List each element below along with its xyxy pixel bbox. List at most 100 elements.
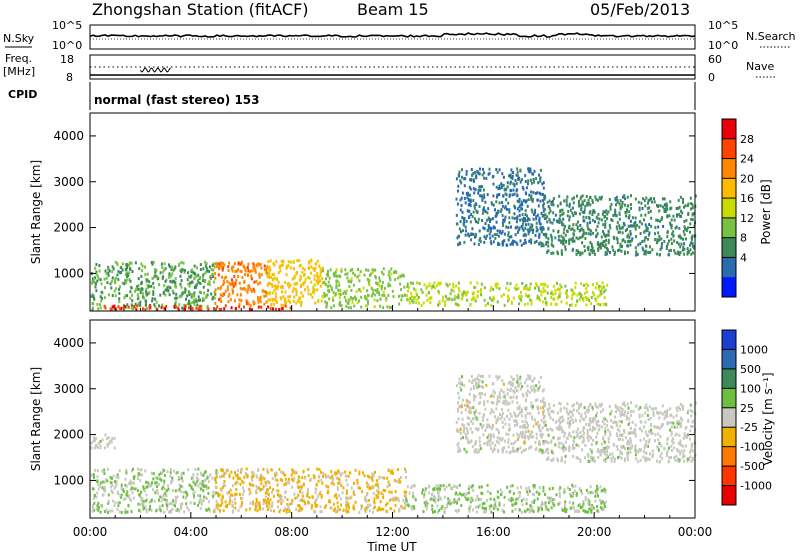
data-cell bbox=[108, 293, 110, 297]
data-cell bbox=[164, 279, 167, 283]
data-cell bbox=[316, 259, 319, 263]
data-cell bbox=[494, 236, 497, 240]
data-cell bbox=[482, 188, 485, 192]
data-cell bbox=[275, 299, 278, 303]
data-cell bbox=[296, 271, 298, 274]
data-cell bbox=[519, 425, 522, 429]
data-cell bbox=[260, 305, 263, 309]
data-cell bbox=[526, 507, 529, 511]
data-cell bbox=[230, 470, 233, 474]
data-cell bbox=[680, 443, 683, 447]
data-cell bbox=[172, 291, 175, 295]
data-cell bbox=[215, 471, 218, 475]
data-cell bbox=[280, 495, 283, 499]
data-cell bbox=[340, 267, 343, 271]
data-cell bbox=[191, 300, 194, 304]
data-cell bbox=[604, 505, 607, 509]
data-cell bbox=[575, 443, 578, 447]
data-cell bbox=[224, 471, 227, 475]
data-cell bbox=[471, 498, 474, 502]
data-cell bbox=[522, 425, 525, 429]
data-cell bbox=[468, 416, 471, 420]
data-cell bbox=[634, 432, 637, 436]
data-cell bbox=[518, 508, 521, 512]
data-cell bbox=[202, 275, 205, 279]
data-cell bbox=[197, 280, 200, 284]
data-cell bbox=[387, 480, 390, 484]
data-cell bbox=[525, 223, 527, 227]
data-cell bbox=[468, 423, 470, 427]
data-cell bbox=[97, 501, 100, 505]
data-cell bbox=[537, 492, 540, 496]
data-cell bbox=[508, 208, 511, 212]
data-cell bbox=[106, 467, 109, 471]
data-cell bbox=[498, 393, 501, 397]
data-cell bbox=[475, 220, 477, 224]
data-cell bbox=[601, 507, 604, 511]
data-cell bbox=[193, 490, 196, 494]
data-cell bbox=[537, 411, 540, 415]
data-cell bbox=[291, 485, 294, 489]
data-cell bbox=[175, 499, 177, 503]
data-cell bbox=[251, 471, 254, 475]
data-cell bbox=[573, 403, 575, 407]
data-cell bbox=[510, 442, 513, 446]
frequency-panel: Freq. [MHz] 18 8 60 0 Nave bbox=[3, 52, 776, 84]
data-cell bbox=[268, 267, 271, 271]
data-cell bbox=[501, 184, 504, 188]
data-cell bbox=[223, 474, 226, 478]
data-cell bbox=[339, 293, 342, 296]
data-cell bbox=[180, 476, 183, 480]
data-cell bbox=[533, 169, 536, 173]
data-cell bbox=[350, 280, 353, 284]
data-cell bbox=[211, 275, 214, 279]
data-cell bbox=[284, 490, 287, 494]
data-cell bbox=[533, 376, 536, 380]
data-cell bbox=[504, 215, 507, 219]
data-cell bbox=[394, 490, 397, 494]
data-cell bbox=[639, 439, 642, 442]
data-cell bbox=[262, 467, 265, 471]
colorbar-tick-label: 24 bbox=[740, 153, 754, 166]
data-cell bbox=[213, 508, 216, 512]
data-cell bbox=[584, 204, 587, 208]
data-cell bbox=[205, 484, 208, 488]
data-cell bbox=[610, 202, 613, 206]
data-cell bbox=[572, 213, 575, 217]
data-cell bbox=[478, 436, 481, 440]
data-cell bbox=[594, 220, 596, 224]
data-cell bbox=[336, 486, 339, 489]
data-cell bbox=[281, 285, 284, 289]
data-cell bbox=[276, 483, 279, 487]
data-cell bbox=[293, 282, 296, 286]
data-cell bbox=[122, 490, 125, 493]
data-cell bbox=[403, 490, 406, 494]
data-cell bbox=[604, 253, 607, 256]
data-cell bbox=[221, 275, 223, 279]
data-cell bbox=[582, 499, 585, 503]
data-cell bbox=[471, 227, 474, 231]
data-cell bbox=[597, 419, 600, 423]
data-cell bbox=[288, 510, 291, 513]
data-cell bbox=[335, 286, 338, 289]
data-cell bbox=[284, 508, 287, 512]
data-cell bbox=[626, 411, 629, 415]
data-cell bbox=[544, 507, 547, 511]
data-cell bbox=[457, 408, 459, 411]
data-cell bbox=[568, 202, 571, 206]
data-cell bbox=[634, 423, 637, 427]
data-cell bbox=[545, 233, 548, 237]
data-cell bbox=[186, 278, 189, 282]
data-cell bbox=[152, 477, 155, 481]
data-cell bbox=[463, 424, 466, 428]
data-cell bbox=[186, 294, 189, 298]
data-cell bbox=[572, 201, 575, 205]
data-cell bbox=[539, 199, 542, 203]
data-cell bbox=[280, 502, 283, 505]
data-cell bbox=[621, 446, 624, 450]
data-cell bbox=[143, 487, 146, 491]
data-cell bbox=[550, 200, 553, 204]
data-cell bbox=[406, 485, 409, 489]
data-cell bbox=[495, 282, 497, 286]
data-cell bbox=[459, 405, 462, 409]
